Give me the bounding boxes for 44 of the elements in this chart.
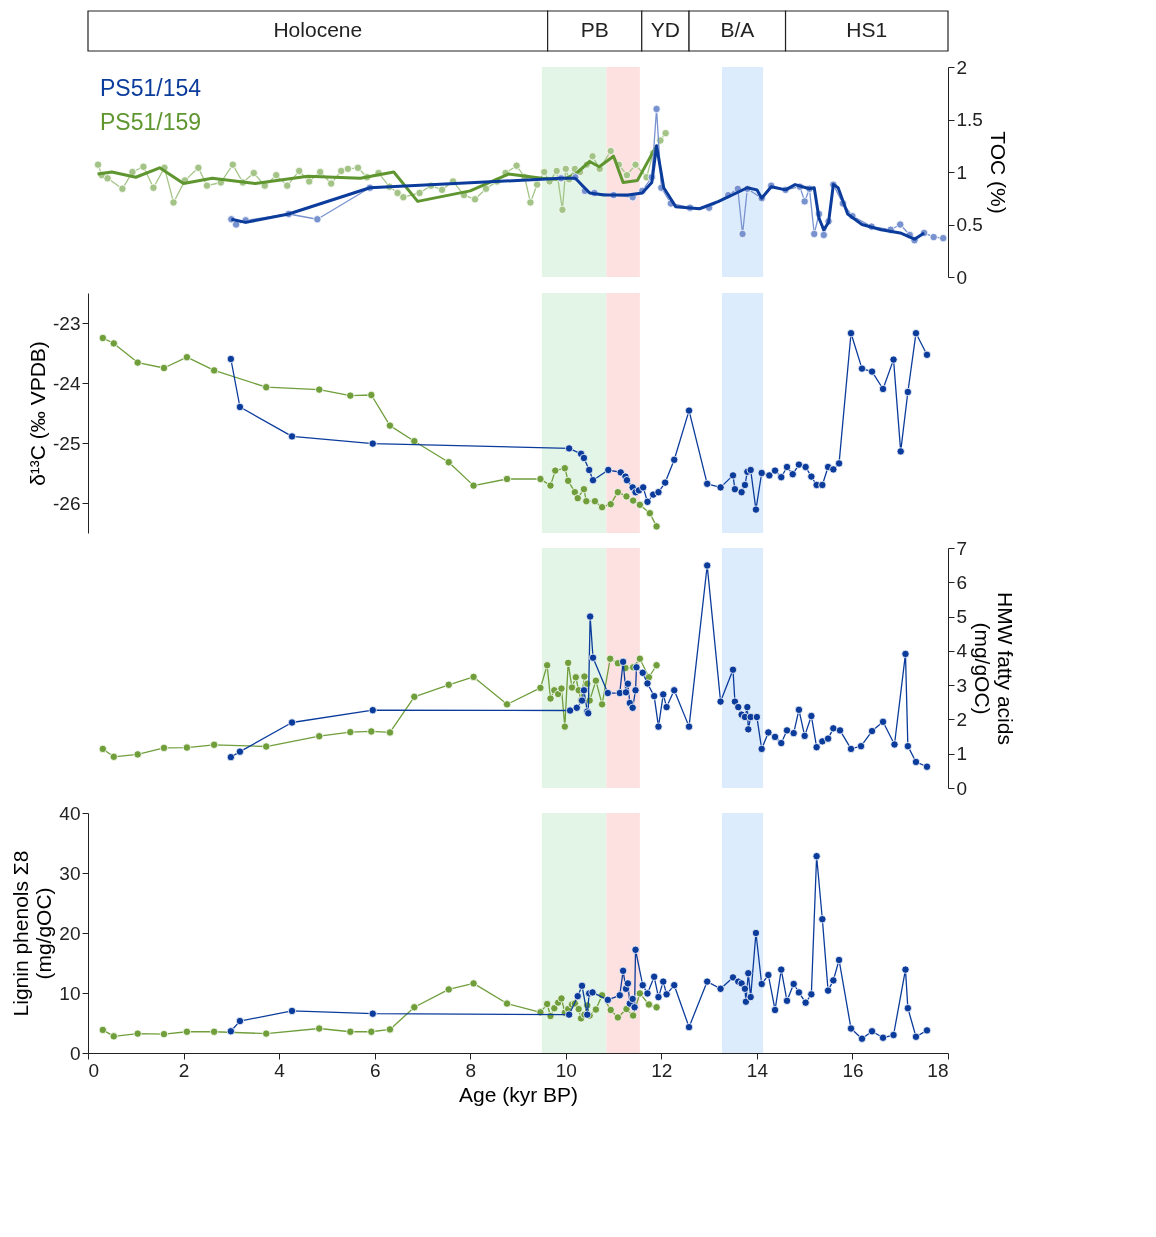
x-tick-label: 10: [555, 1059, 577, 1081]
y-tick-label: 10: [59, 982, 81, 1004]
series-label: PS51/159: [100, 109, 202, 135]
y2-tick-label: 2: [956, 708, 968, 730]
y-tick-label: -23: [53, 312, 81, 334]
series-label: Holocene: [273, 18, 363, 41]
y-tick-label: 40: [59, 802, 81, 824]
y2-tick-label: 6: [956, 571, 968, 593]
x-tick-label: 14: [746, 1059, 769, 1081]
y2-tick-label: 7: [956, 537, 968, 559]
y2-tick-label: 3: [956, 674, 968, 696]
x-tick-label: 12: [651, 1059, 673, 1081]
y-axis-title: δ¹³C (‰ VPDB): [26, 341, 50, 486]
series-label: B/A: [720, 18, 755, 41]
y-tick-label: -24: [53, 372, 81, 394]
y2-tick-label: 0: [956, 777, 968, 799]
text: PS51/154: [100, 75, 202, 101]
y-tick-label: -25: [53, 432, 81, 454]
y2-tick-label: 4: [956, 640, 968, 662]
series-label: PB: [580, 18, 609, 41]
y-tick-label: 0: [69, 1042, 81, 1064]
x-tick-label: 0: [88, 1059, 100, 1081]
y2-tick-label: 1: [956, 743, 968, 765]
y2-axis-title: HMW fatty acids (mg/gOC): [971, 592, 1018, 745]
y2-tick-label: 1.5: [956, 109, 983, 130]
y2-tick-label: 2: [956, 56, 968, 78]
x-axis-title: Age (kyr BP): [458, 1082, 579, 1106]
y2-tick-label: 0.5: [956, 214, 983, 235]
x-tick-label: 8: [465, 1059, 477, 1081]
x-tick-label: 4: [274, 1059, 286, 1081]
y2-tick-label: 1: [956, 161, 968, 183]
y-tick-label: 20: [59, 922, 81, 944]
y2-axis-title: TOC (%): [986, 131, 1010, 214]
x-tick-label: 16: [842, 1059, 864, 1081]
y-tick-label: -26: [53, 492, 81, 514]
x-tick-label: 18: [927, 1059, 949, 1081]
y-axis-title: Lignin phenols Σ8 (mg/gOC): [9, 850, 56, 1017]
y2-tick-label: 5: [956, 606, 968, 628]
x-tick-label: 2: [178, 1059, 190, 1081]
y2-tick-label: 0: [956, 266, 968, 288]
series-label: YD: [650, 18, 680, 41]
y-tick-label: 30: [59, 862, 81, 884]
series-label: HS1: [846, 18, 888, 41]
x-tick-label: 6: [369, 1059, 381, 1081]
